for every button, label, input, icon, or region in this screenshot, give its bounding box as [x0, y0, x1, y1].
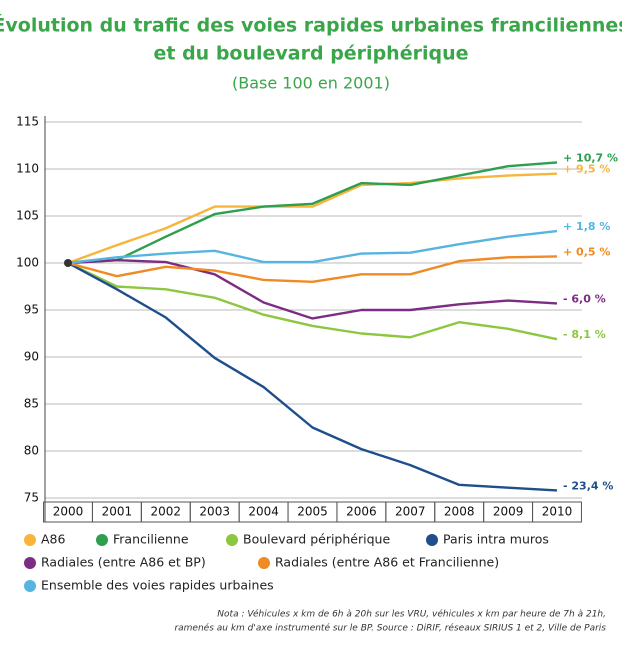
legend-label: Radiales (entre A86 et Francilienne)	[275, 555, 499, 570]
x-tick-label: 2002	[151, 505, 182, 519]
x-tick-label: 2008	[444, 505, 475, 519]
legend-label: Boulevard périphérique	[243, 532, 390, 547]
x-tick-label: 2001	[102, 505, 133, 519]
x-tick-label: 2005	[297, 505, 328, 519]
x-tick-label: 2007	[395, 505, 426, 519]
x-tick-label: 2010	[542, 505, 573, 519]
end-label: + 1,8 %	[563, 220, 610, 233]
x-tick-label: 2009	[493, 505, 524, 519]
end-label: - 8,1 %	[563, 328, 606, 341]
end-label: + 0,5 %	[563, 245, 610, 258]
y-tick-label: 80	[24, 444, 39, 458]
y-tick-label: 75	[24, 491, 39, 505]
legend-swatch	[24, 557, 36, 569]
legend-swatch	[258, 557, 270, 569]
legend-label: Paris intra muros	[443, 532, 549, 547]
chart-title: Évolution du trafic des voies rapides ur…	[0, 14, 622, 37]
y-tick-label: 90	[24, 350, 39, 364]
legend-label: A86	[41, 532, 66, 547]
end-label: - 6,0 %	[563, 292, 606, 305]
end-label: + 9,5 %	[563, 163, 610, 176]
y-tick-label: 85	[24, 397, 39, 411]
x-tick-label: 2006	[346, 505, 377, 519]
series-line	[67, 229, 558, 265]
legend-swatch	[226, 534, 238, 546]
legend-swatch	[426, 534, 438, 546]
note: ramenés au km d'axe instrumenté sur le B…	[174, 623, 606, 634]
origin-dot	[64, 259, 72, 267]
x-tick-label: 2004	[248, 505, 279, 519]
legend-swatch	[96, 534, 108, 546]
y-tick-label: 100	[16, 256, 39, 270]
y-tick-label: 110	[16, 162, 39, 176]
x-tick-label: 2000	[53, 505, 84, 519]
series-line	[67, 261, 558, 341]
end-label: - 23,4 %	[563, 479, 613, 492]
series-line	[67, 255, 558, 283]
legend-label: Ensemble des voies rapides urbaines	[41, 578, 274, 593]
y-tick-label: 115	[16, 115, 39, 129]
x-tick-label: 2003	[199, 505, 230, 519]
y-tick-label: 95	[24, 303, 39, 317]
series-line	[67, 172, 558, 265]
end-label: + 10,7 %	[563, 151, 618, 164]
series-line	[67, 261, 558, 492]
y-tick-label: 105	[16, 209, 39, 223]
x-tick-box	[532, 501, 582, 523]
chart-title: et du boulevard périphérique	[154, 43, 469, 65]
series-line	[67, 161, 558, 265]
legend-label: Francilienne	[113, 532, 189, 547]
series-line	[67, 258, 558, 320]
legend-label: Radiales (entre A86 et BP)	[41, 555, 206, 570]
legend-swatch	[24, 534, 36, 546]
chart-subtitle: (Base 100 en 2001)	[232, 74, 390, 93]
legend-swatch	[24, 580, 36, 592]
note: Nota : Véhicules x km de 6h à 20h sur le…	[217, 609, 606, 620]
